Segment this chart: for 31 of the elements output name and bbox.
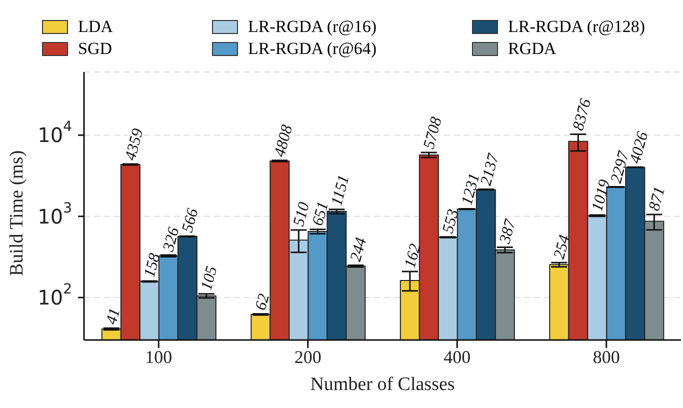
x-tick-label: 800 [592,346,620,367]
legend-label: RGDA [508,39,556,59]
data-label: 387 [496,216,520,246]
data-label: 105 [198,264,221,292]
data-label: 158 [141,252,164,280]
data-label: 254 [550,233,574,261]
data-label: 4026 [626,130,652,166]
data-label: 162 [402,242,424,270]
x-axis-title: Number of Classes [310,374,455,395]
legend-label: LDA [78,17,113,37]
legend-label: LR-RGDA (r@128) [508,17,646,37]
legend-label: LR-RGDA (r@16) [248,17,377,37]
data-label: 2137 [478,151,503,188]
data-label: 4808 [271,123,296,159]
y-axis-title: Build Time (ms) [6,150,28,276]
legend-label: LR-RGDA (r@64) [248,39,377,59]
data-label: 41 [103,306,124,326]
y-tick-label: 10$^{2}$ [38,282,72,310]
data-label: 244 [347,236,370,264]
x-tick-label: 100 [145,346,172,367]
data-label: 5708 [420,115,446,151]
legend-label: SGD [78,39,112,59]
x-tick-label: 400 [444,346,471,367]
data-label: 553 [440,208,462,236]
data-label: 871 [646,185,669,213]
data-label: 4359 [122,126,147,162]
x-tick-label: 200 [294,346,322,367]
y-tick-label: 10$^{4}$ [38,119,72,148]
data-label: 62 [252,292,274,312]
data-label: 8376 [570,97,595,132]
y-tick-label: 10$^{3}$ [38,200,72,228]
